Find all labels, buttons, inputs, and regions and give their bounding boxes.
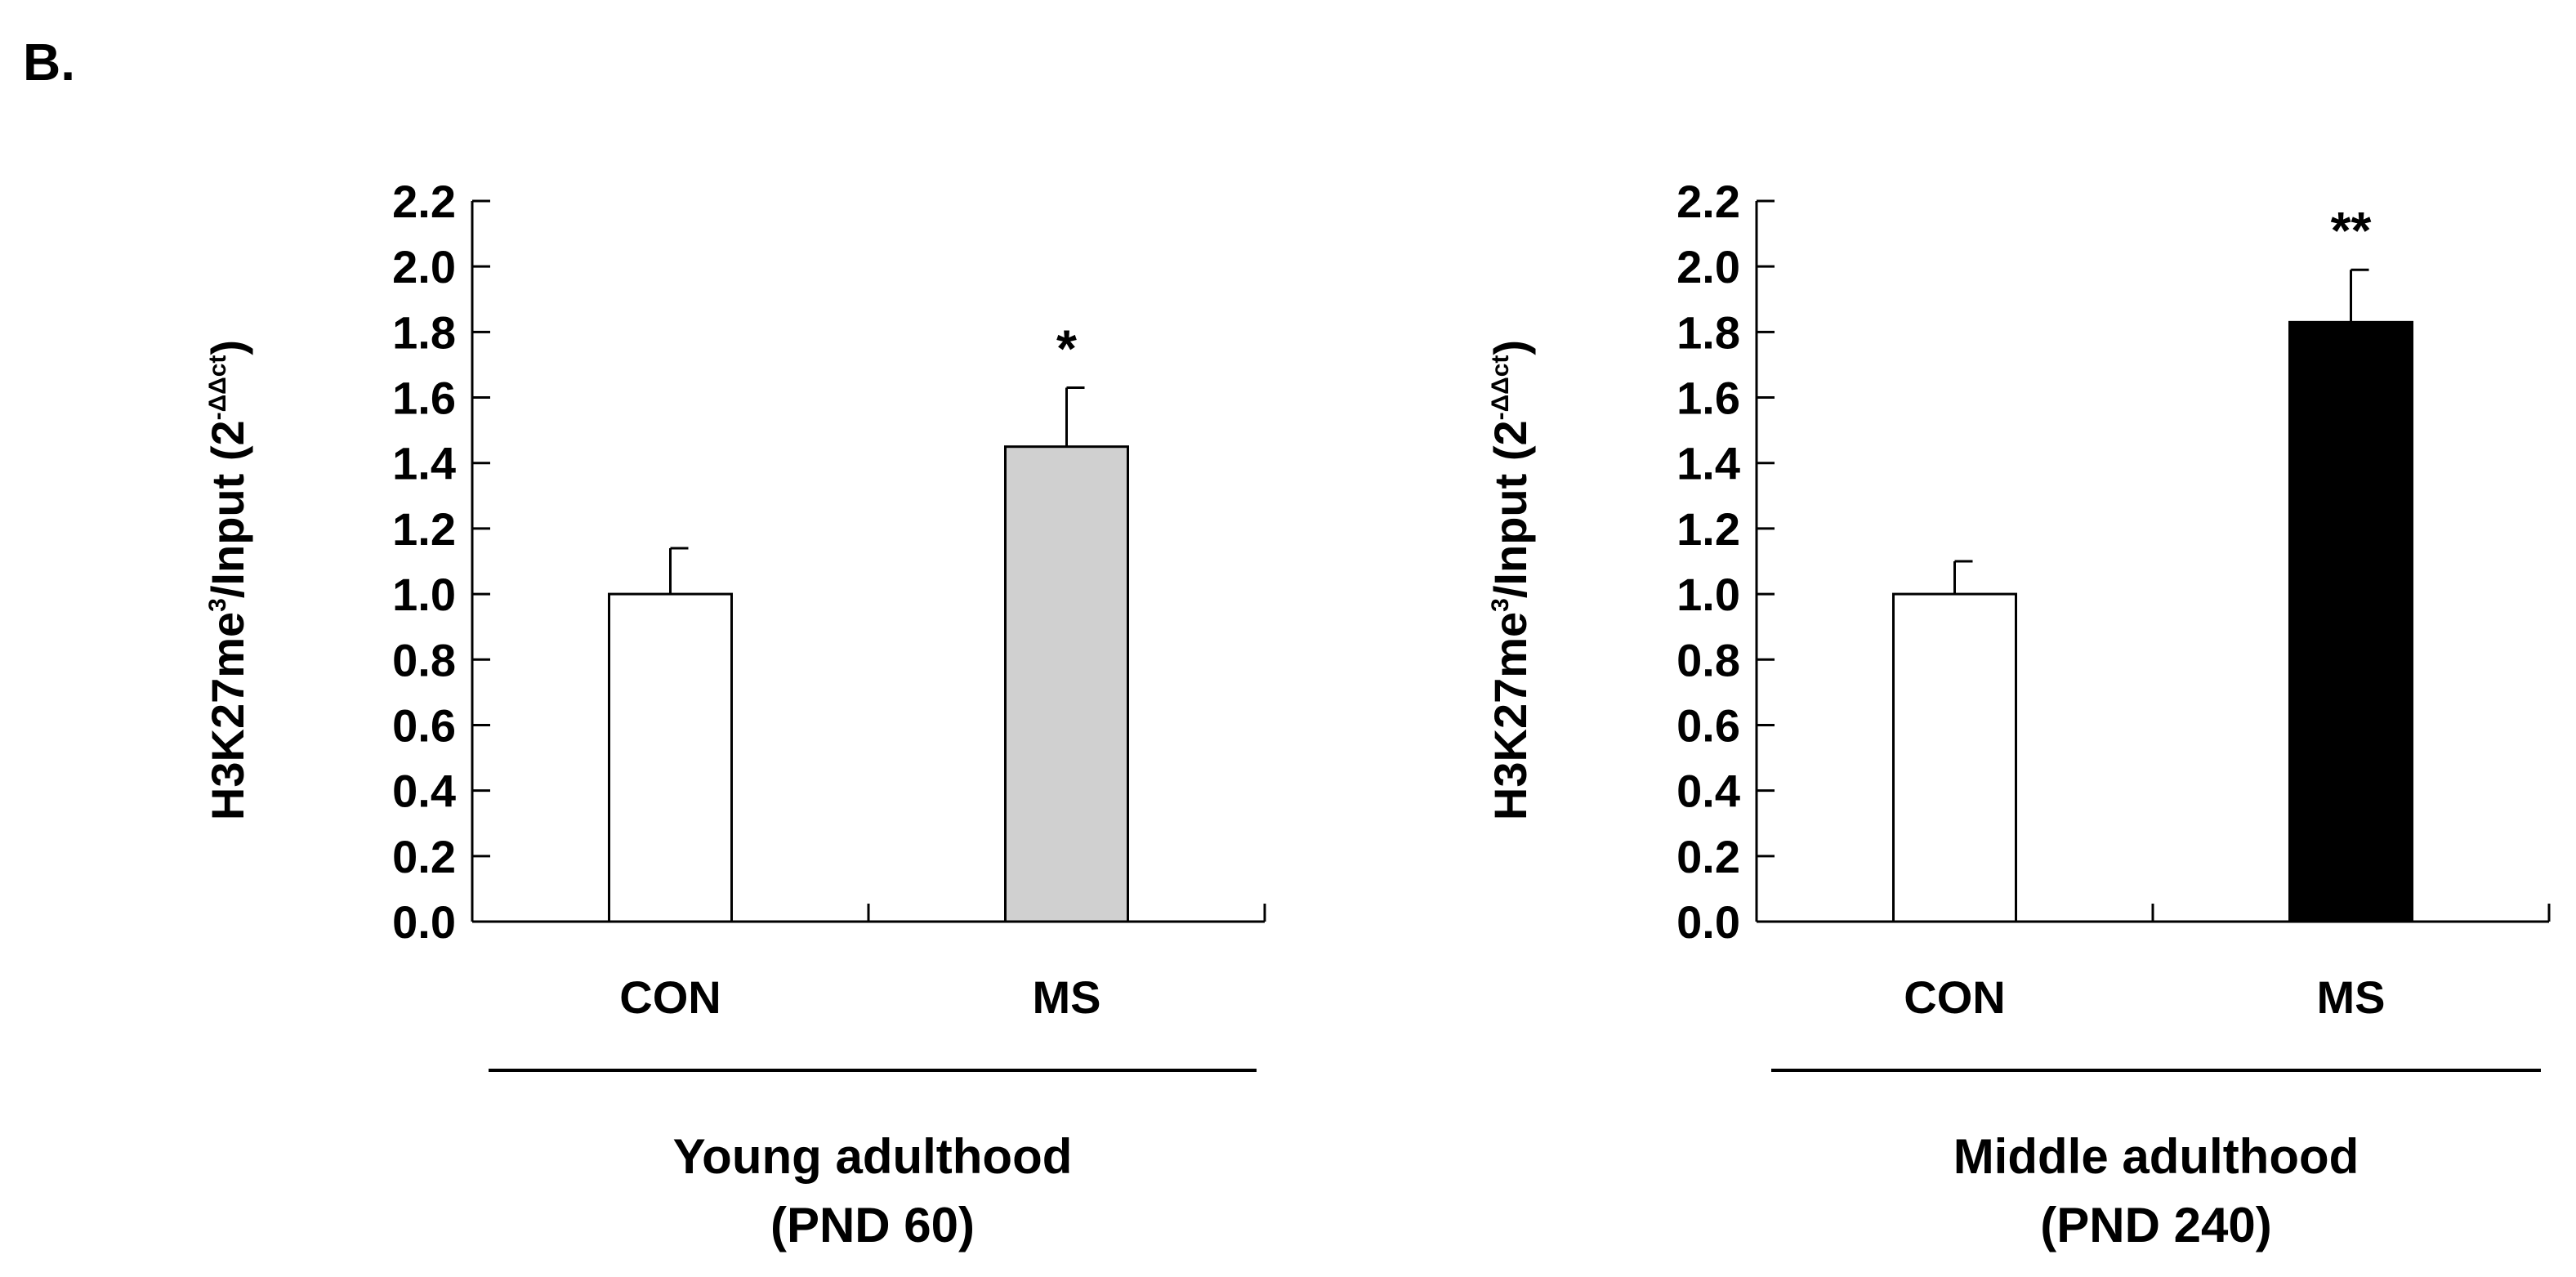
category-label: MS — [1033, 971, 1101, 1023]
y-tick-label: 0.4 — [1676, 766, 1740, 817]
y-axis-label: H3K27me3/Input (2-ΔΔct) — [1484, 340, 1536, 820]
y-tick-label: 1.8 — [1676, 306, 1740, 358]
bar-ms — [2288, 320, 2413, 923]
y-tick-label: 1.8 — [392, 306, 456, 358]
y-tick-label: 1.6 — [392, 373, 456, 424]
y-tick-label: 2.2 — [392, 176, 456, 227]
y-tick-label: 2.2 — [1676, 176, 1740, 227]
y-tick-label: 1.6 — [1676, 373, 1740, 424]
y-tick-label: 1.2 — [1676, 503, 1740, 555]
y-tick-label: 0.8 — [392, 634, 456, 685]
y-tick-label: 0.6 — [392, 699, 456, 751]
y-tick-label: 1.4 — [1676, 438, 1740, 489]
panel-label: B. — [23, 33, 75, 92]
bar-con — [608, 592, 733, 923]
y-tick-label: 0.4 — [392, 766, 456, 817]
group-label-line2: (PND 240) — [2040, 1198, 2271, 1252]
category-label: CON — [619, 971, 721, 1023]
category-label: CON — [1904, 971, 2005, 1023]
y-tick-label: 1.0 — [1676, 569, 1740, 620]
y-tick-label: 1.0 — [392, 569, 456, 620]
significance-marker: * — [1056, 319, 1077, 378]
category-label: MS — [2317, 971, 2386, 1023]
chart-middle-adulthood: 0.0 0.2 0.4 0.6 0.8 1.0 1.2 1.4 1.6 1.8 2.0 2.2 CON M… — [1484, 176, 2551, 1252]
y-tick-label: 1.4 — [392, 438, 456, 489]
group-label-line2: (PND 60) — [770, 1198, 975, 1252]
y-tick-label: 0.0 — [1676, 896, 1740, 948]
significance-marker: ** — [2331, 201, 2372, 260]
group-label-line1: Middle adulthood — [1953, 1129, 2359, 1184]
chart-young-adulthood: 0.0 0.2 0.4 0.6 0.8 1.0 1.2 1.4 1.6 1.8 2.0 2.2 CON M… — [202, 176, 1266, 1252]
y-tick-label: 1.2 — [392, 503, 456, 555]
y-axis-label: H3K27me3/Input (2-ΔΔct) — [202, 340, 253, 820]
group-label-line1: Young adulthood — [673, 1129, 1073, 1184]
y-tick-label: 0.2 — [1676, 831, 1740, 882]
y-tick-label: 0.6 — [1676, 699, 1740, 751]
bar-ms — [1004, 445, 1129, 923]
bar-con — [1892, 592, 2017, 923]
y-tick-label: 0.8 — [1676, 634, 1740, 685]
y-tick-label: 0.0 — [392, 896, 456, 948]
y-tick-label: 0.2 — [392, 831, 456, 882]
y-tick-label: 2.0 — [1676, 241, 1740, 292]
y-tick-label: 2.0 — [392, 241, 456, 292]
